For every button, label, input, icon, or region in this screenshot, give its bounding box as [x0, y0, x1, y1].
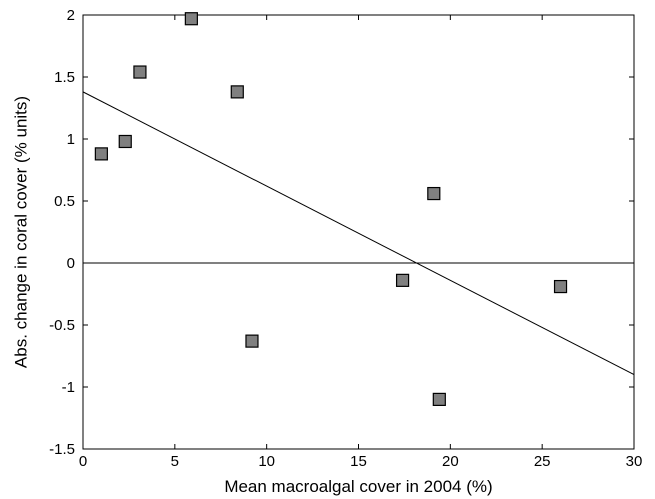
x-tick-label: 10 [258, 453, 275, 470]
y-tick-label: 2 [67, 7, 75, 24]
data-point [395, 273, 410, 287]
regression-line [83, 91, 634, 376]
data-point [427, 186, 441, 201]
plot-area [82, 14, 635, 450]
x-tick-label: 5 [171, 453, 179, 470]
y-tick-label: 1 [67, 131, 75, 148]
y-tick-label: -0.5 [49, 317, 75, 334]
data-point [432, 392, 446, 406]
y-axis-label: Abs. change in coral cover (% units) [11, 96, 30, 368]
x-tick-label: 30 [626, 453, 643, 470]
data-point [118, 134, 132, 149]
x-axis-label: Mean macroalgal cover in 2004 (%) [224, 477, 492, 496]
y-tick-label: -1 [62, 379, 75, 396]
plot-frame [82, 14, 635, 450]
axis-ticks: 0 5 10 15 20 25 30 -1.5 -1 -0.5 0 0.5 1 1.5 2 [49, 7, 642, 470]
data-point [184, 12, 198, 26]
x-tick-label: 25 [534, 453, 551, 470]
y-tick-label: 1.5 [54, 69, 75, 86]
x-tick-label: 20 [442, 453, 459, 470]
data-point [245, 334, 259, 348]
y-tick-label: -1.5 [49, 441, 75, 458]
data-point [553, 279, 568, 294]
x-tick-label: 15 [350, 453, 367, 470]
data-point [133, 65, 147, 79]
data-marks [83, 12, 634, 406]
y-tick-label: 0 [67, 255, 75, 272]
data-point [230, 85, 244, 99]
data-point [94, 147, 108, 161]
x-tick-label: 0 [79, 453, 87, 470]
y-tick-label: 0.5 [54, 193, 75, 210]
